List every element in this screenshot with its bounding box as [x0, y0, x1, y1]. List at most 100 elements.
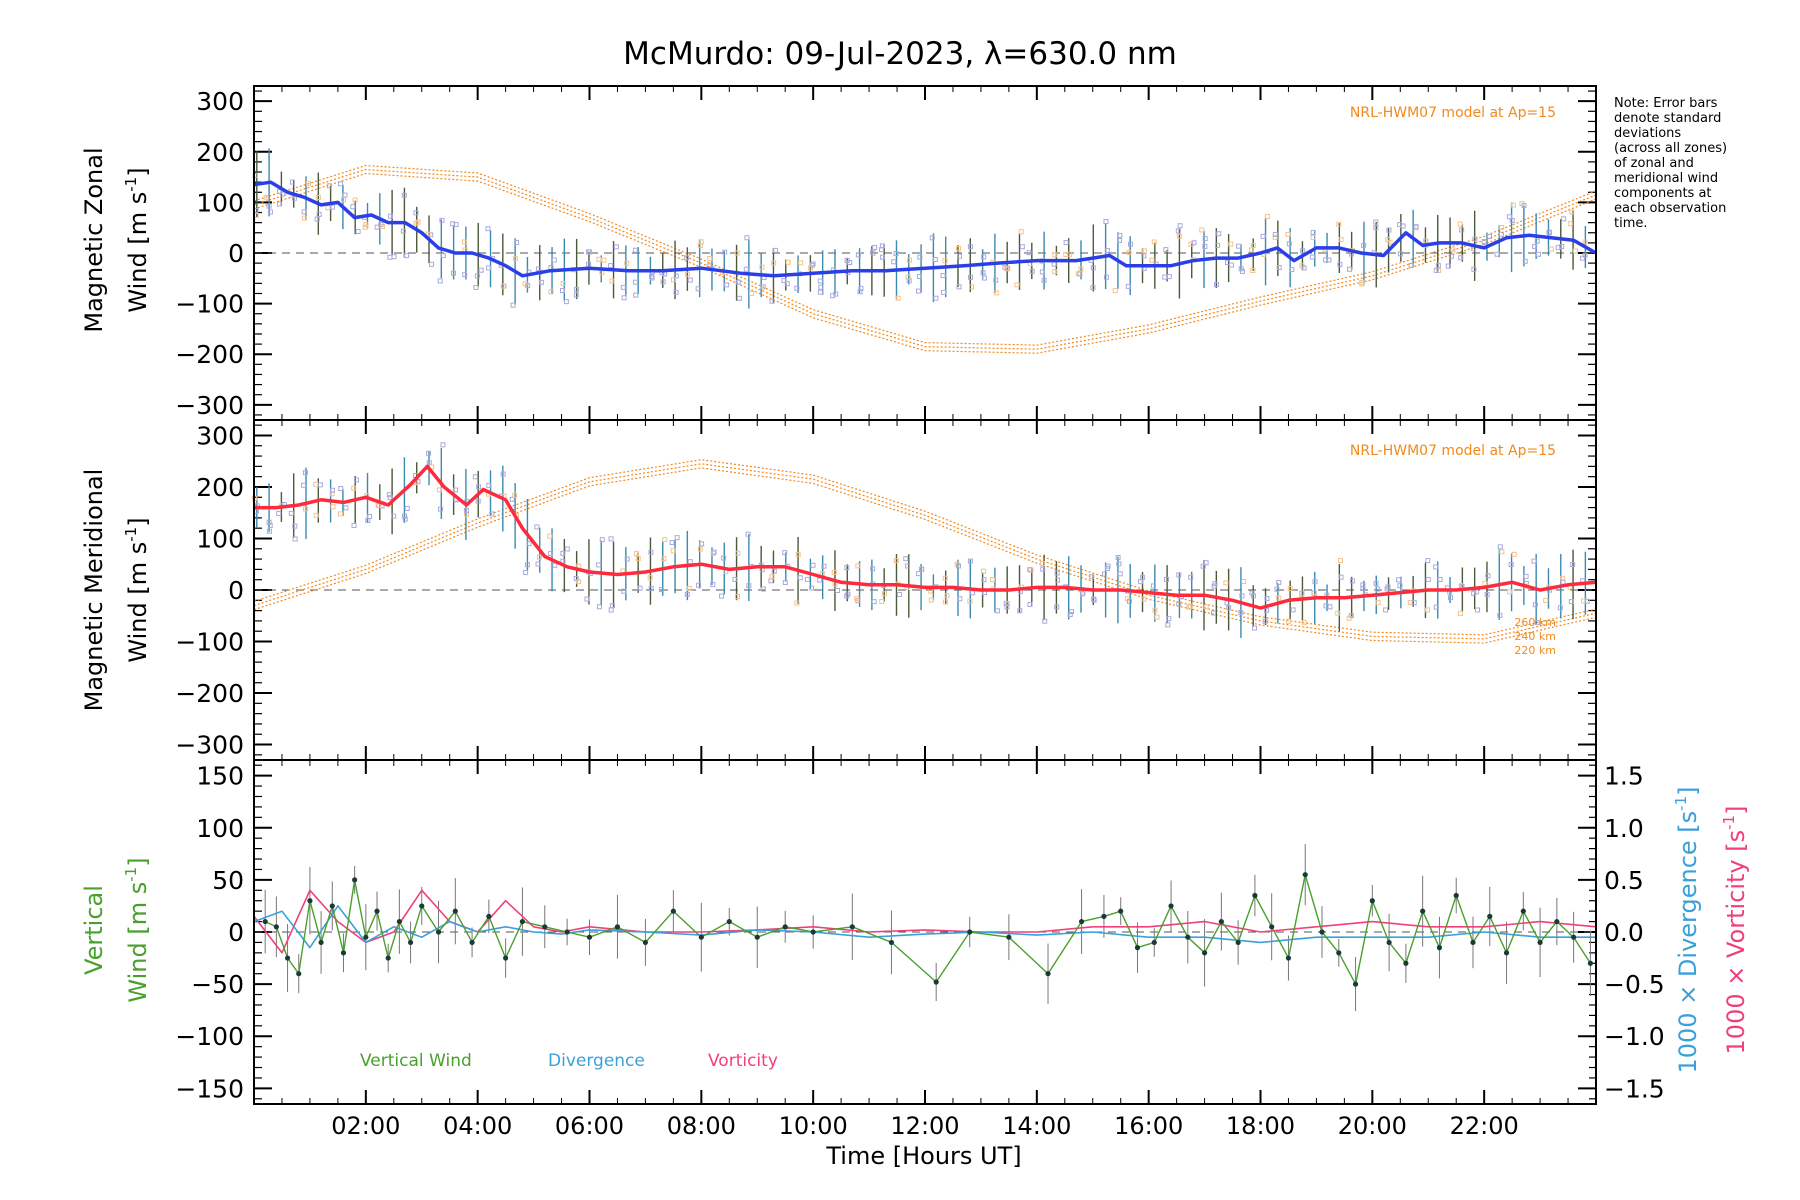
zone-sample [485, 226, 491, 232]
zone-sample [280, 191, 286, 197]
zone-sample [670, 548, 676, 554]
zone-sample [1509, 217, 1515, 223]
zone-sample [903, 556, 909, 562]
zone-sample [710, 582, 716, 588]
vertical-wind-point [542, 924, 548, 930]
zone-sample [1040, 566, 1046, 572]
zone-sample [872, 244, 878, 250]
zonal-y-label-line2: Wind [m s-1] [122, 167, 152, 312]
zone-sample [1203, 560, 1209, 566]
y-tick-label: −150 [175, 1074, 244, 1103]
zone-sample [870, 566, 876, 572]
zone-sample [276, 511, 282, 517]
zone-sample [1534, 620, 1540, 626]
zone-sample [809, 262, 815, 268]
zone-sample [576, 579, 582, 585]
vertical-wind-point [849, 924, 855, 930]
zone-sample [1214, 282, 1220, 288]
vertical-wind-point [670, 908, 676, 914]
zone-sample [621, 295, 627, 301]
zone-sample [835, 588, 841, 594]
vertical-y-label: Vertical Wind [m s-1] [80, 857, 152, 1002]
zone-sample [1522, 258, 1528, 264]
zone-sample [1338, 237, 1344, 243]
zone-sample [684, 271, 690, 277]
zone-sample [1027, 567, 1033, 573]
meridional-y-label: Magnetic Meridional Wind [m s-1] [80, 469, 152, 712]
zone-sample [1274, 586, 1280, 592]
zone-sample [743, 266, 749, 272]
zonal-y-unit-close: ] [124, 167, 152, 176]
y-tick-label: −300 [175, 391, 244, 420]
zone-sample [1373, 580, 1379, 586]
zone-sample [917, 254, 923, 260]
zone-sample [970, 590, 976, 596]
zone-sample [771, 568, 777, 574]
vertical-wind-point [1151, 939, 1157, 946]
zone-sample [1026, 250, 1032, 256]
zone-sample [1067, 251, 1073, 257]
divergence-line [253, 905, 1596, 949]
zone-sample [1475, 607, 1481, 613]
zone-sample [374, 224, 380, 230]
zone-sample [632, 247, 638, 253]
zone-sample [267, 209, 273, 215]
zone-sample [649, 274, 655, 280]
zone-sample [1239, 593, 1245, 599]
y-tick-label: 0 [228, 918, 244, 947]
zone-sample [1051, 261, 1057, 267]
zone-sample [1105, 563, 1111, 569]
zone-sample [1435, 263, 1441, 269]
zone-sample [707, 255, 713, 261]
zone-sample [428, 232, 434, 238]
zone-sample [453, 222, 459, 228]
vertical-wind-point [469, 939, 475, 946]
vertical-wind-point [407, 939, 414, 946]
zone-sample [870, 250, 876, 256]
vertical-wind-point [1386, 939, 1392, 946]
zone-sample [687, 277, 693, 283]
zone-sample [1361, 242, 1367, 248]
y-tick-label: 100 [196, 814, 244, 843]
zone-sample [277, 189, 283, 195]
zone-sample [355, 229, 361, 235]
x-tick-label: 02:00 [331, 1112, 400, 1140]
zone-sample [478, 267, 484, 273]
vertical-wind-point [1520, 908, 1526, 914]
zone-sample [551, 257, 557, 263]
zone-sample [932, 257, 938, 263]
zone-sample [744, 235, 750, 241]
zone-sample [724, 282, 730, 288]
zone-sample [1481, 239, 1487, 245]
vertical-wind-point [318, 939, 324, 946]
zone-sample [452, 487, 458, 493]
zone-sample [1413, 224, 1419, 230]
zone-sample [538, 279, 544, 285]
zone-sample [486, 265, 492, 271]
zone-sample [342, 192, 348, 198]
zone-sample [1385, 237, 1391, 243]
zone-sample [1497, 612, 1503, 618]
y-tick-label: 0 [228, 239, 244, 268]
zone-sample [880, 254, 886, 260]
vertical-wind-point [1369, 898, 1375, 904]
zone-sample [1570, 562, 1576, 568]
zone-sample [905, 274, 911, 280]
zone-sample [1117, 232, 1123, 238]
model-curve-220km [253, 164, 1597, 346]
vertical-wind-point [374, 908, 380, 914]
y-tick-label: 100 [196, 188, 244, 217]
zone-sample [1176, 233, 1182, 239]
zone-sample [1052, 269, 1058, 275]
zone-sample [1506, 214, 1512, 220]
zone-sample [686, 585, 692, 591]
zone-sample [1301, 265, 1307, 271]
meridional-wind-line [254, 464, 1597, 610]
zone-sample [1543, 598, 1549, 604]
y-tick-label: −100 [175, 1022, 244, 1051]
zone-sample [1264, 213, 1270, 219]
zone-sample [929, 235, 935, 241]
zone-sample [1486, 233, 1492, 239]
zone-sample [1523, 573, 1529, 579]
